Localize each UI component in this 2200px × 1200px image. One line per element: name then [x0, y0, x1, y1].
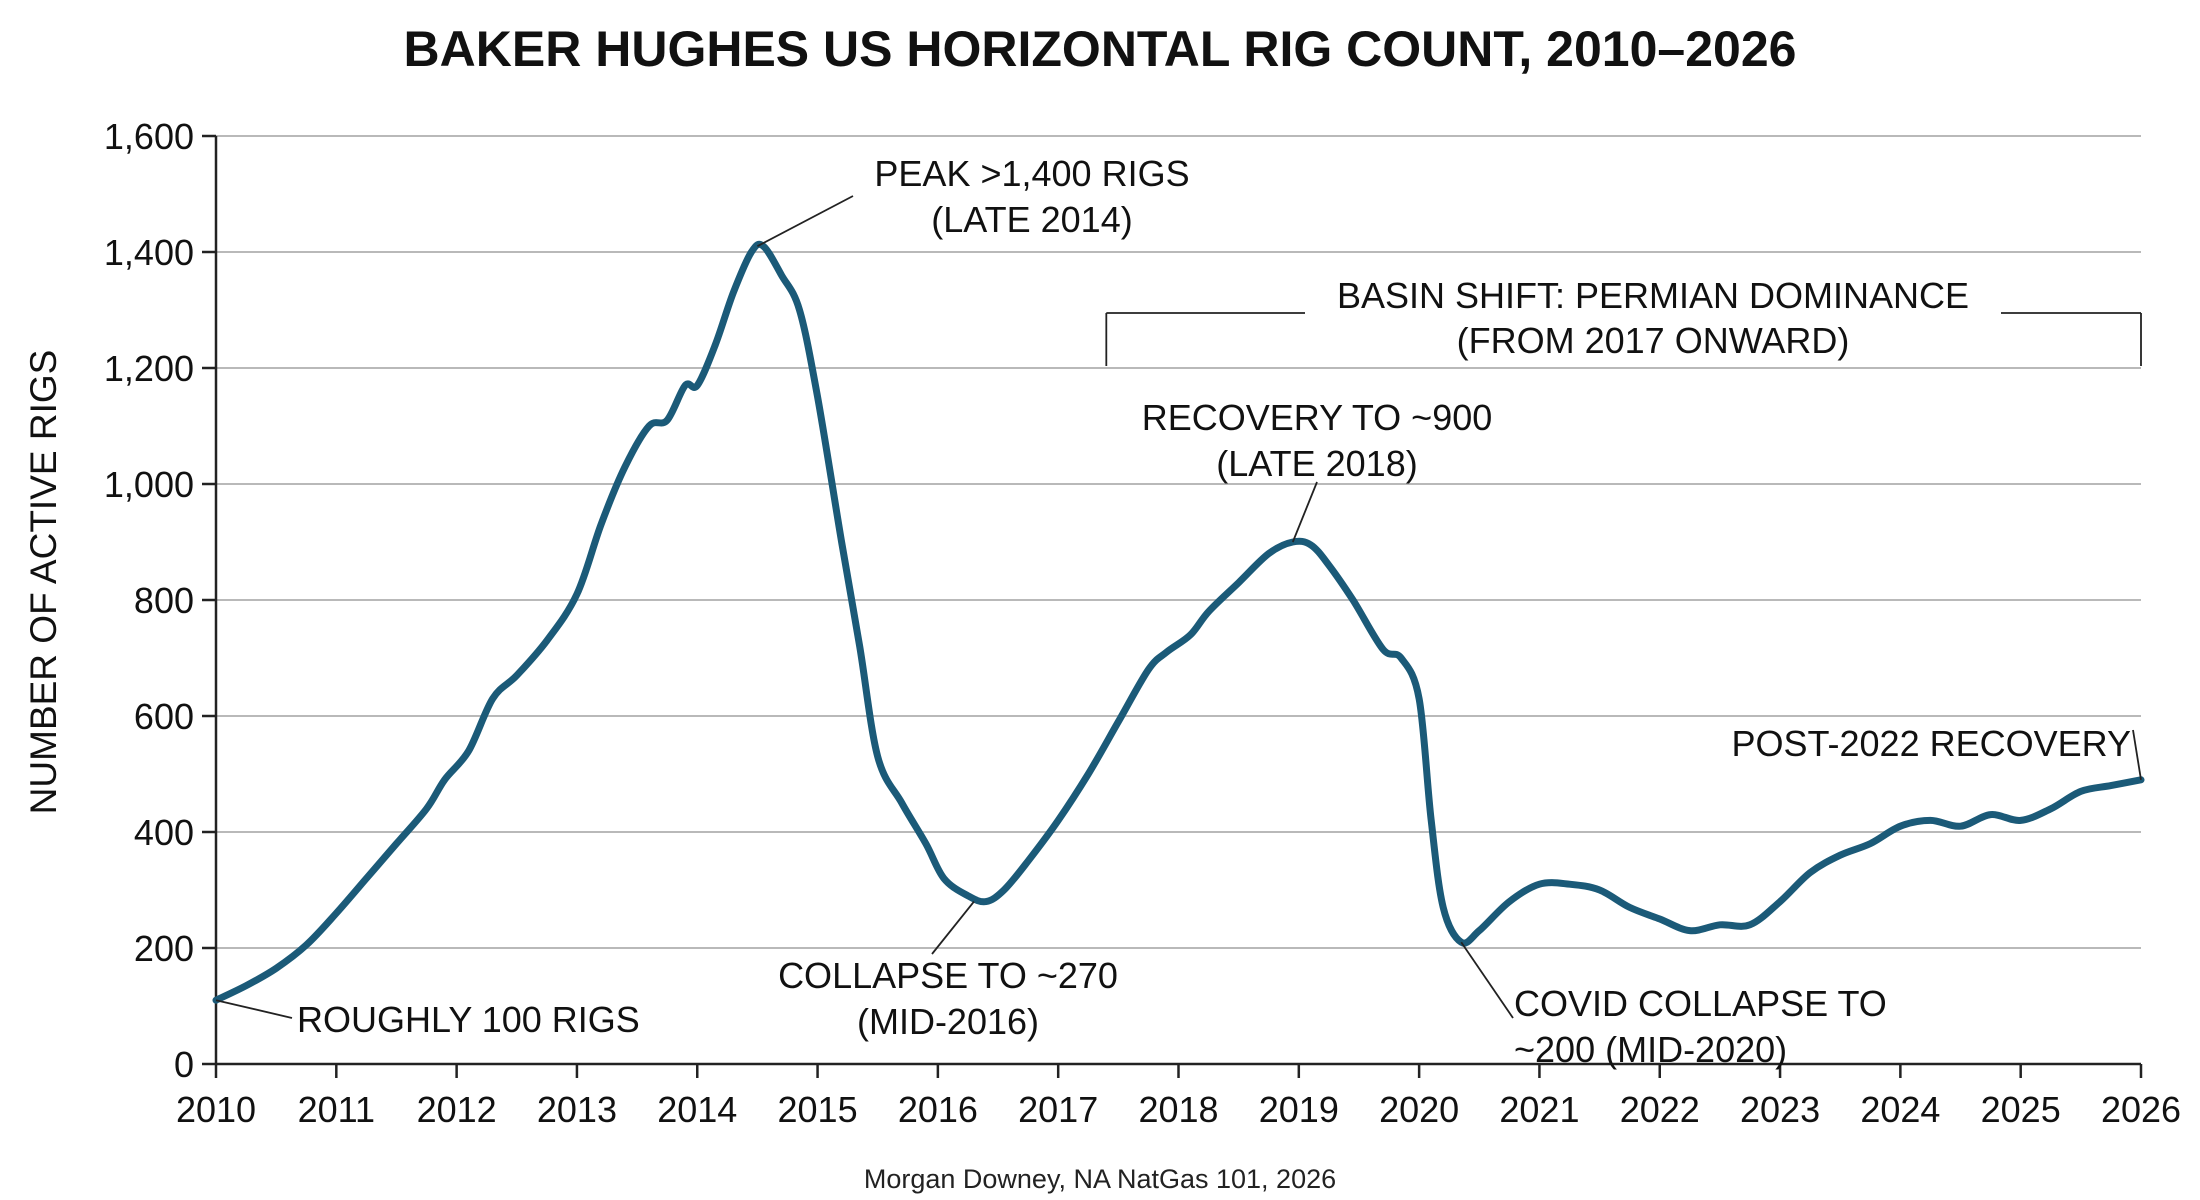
x-tick-label: 2018 — [1138, 1089, 1218, 1130]
annotation-leader — [931, 901, 975, 955]
x-tick-label: 2019 — [1259, 1089, 1339, 1130]
y-tick-label: 1,200 — [104, 348, 194, 389]
annotation-text: (LATE 2014) — [931, 199, 1132, 240]
annotation-leader — [2132, 729, 2142, 780]
x-tick-label: 2010 — [176, 1089, 256, 1130]
x-tick-label: 2012 — [417, 1089, 497, 1130]
y-tick-label: 600 — [134, 696, 194, 737]
x-tick-label: 2020 — [1379, 1089, 1459, 1130]
annotation: ROUGHLY 100 RIGS — [215, 999, 640, 1040]
y-tick-label: 1,400 — [104, 232, 194, 273]
annotation: PEAK >1,400 RIGS (LATE 2014) — [756, 153, 1190, 247]
x-tick-label: 2024 — [1860, 1089, 1940, 1130]
x-tick-label: 2011 — [298, 1089, 375, 1130]
y-tick-label: 0 — [174, 1044, 194, 1085]
y-tick-label: 1,600 — [104, 116, 194, 157]
annotations: ROUGHLY 100 RIGS PEAK >1,400 RIGS (LATE 20… — [215, 153, 2142, 1070]
annotation-text: (MID-2016) — [857, 1001, 1039, 1042]
x-tick-label: 2017 — [1018, 1089, 1098, 1130]
x-tick-label: 2015 — [778, 1089, 858, 1130]
annotation-text: COVID COLLAPSE TO — [1514, 983, 1887, 1024]
series-layer — [212, 240, 2145, 1004]
x-tick-label: 2021 — [1499, 1089, 1579, 1130]
annotation: COLLAPSE TO ~270 (MID-2016) — [778, 901, 1118, 1042]
x-tick-label: 2016 — [898, 1089, 978, 1130]
y-tick-label: 1,000 — [104, 464, 194, 505]
annotation-text: RECOVERY TO ~900 — [1142, 397, 1493, 438]
annotation-text: (LATE 2018) — [1216, 443, 1417, 484]
rig-count-line-0 — [212, 240, 2145, 1004]
annotation-text: POST-2022 RECOVERY — [1732, 723, 2132, 764]
source-credit: Morgan Downey, NA NatGas 101, 2026 — [864, 1164, 1336, 1194]
annotation-leader — [1460, 941, 1514, 1019]
annotation-text: ROUGHLY 100 RIGS — [297, 999, 640, 1040]
annotation-text: ~200 (MID-2020) — [1514, 1029, 1787, 1070]
annotation: POST-2022 RECOVERY — [1732, 723, 2142, 780]
basin-shift-text: BASIN SHIFT: PERMIAN DOMINANCE — [1337, 275, 1969, 316]
y-tick-label: 400 — [134, 812, 194, 853]
annotation: RECOVERY TO ~900 (LATE 2018) — [1142, 397, 1493, 543]
basin-shift-text: (FROM 2017 ONWARD) — [1457, 320, 1850, 361]
annotation-leader — [756, 195, 854, 247]
y-axis-label: NUMBER OF ACTIVE RIGS — [23, 350, 64, 815]
annotation-text: PEAK >1,400 RIGS — [874, 153, 1189, 194]
annotation: COVID COLLAPSE TO ~200 (MID-2020) — [1460, 941, 1887, 1070]
annotation-leader — [215, 999, 293, 1019]
x-tick-label: 2022 — [1620, 1089, 1700, 1130]
x-tick-label: 2023 — [1740, 1089, 1820, 1130]
basin-shift-bracket: BASIN SHIFT: PERMIAN DOMINANCE(FROM 2017… — [1105, 275, 2142, 366]
chart-title: BAKER HUGHES US HORIZONTAL RIG COUNT, 20… — [404, 21, 1797, 77]
x-tick-label: 2025 — [1981, 1089, 2061, 1130]
x-tick-label: 2013 — [537, 1089, 617, 1130]
annotation-text: COLLAPSE TO ~270 — [778, 955, 1118, 996]
y-tick-label: 800 — [134, 580, 194, 621]
tick-labels: 0 200 400 600 800 1,000 1,200 1,400 1,600 2010 201… — [104, 116, 2181, 1130]
gridlines — [216, 135, 2141, 949]
annotation-leader — [1291, 481, 1318, 543]
x-tick-label: 2026 — [2101, 1089, 2181, 1130]
y-tick-label: 200 — [134, 928, 194, 969]
x-tick-label: 2014 — [657, 1089, 737, 1130]
axes — [202, 134, 2143, 1078]
